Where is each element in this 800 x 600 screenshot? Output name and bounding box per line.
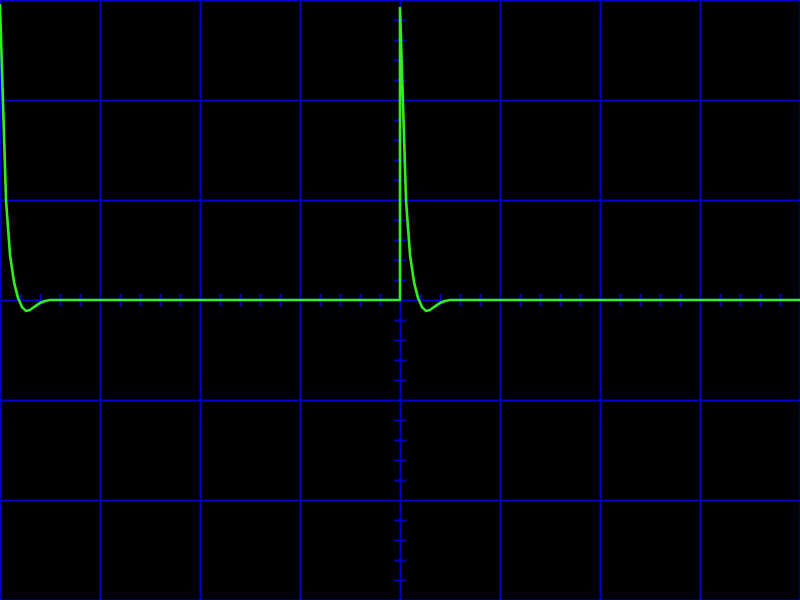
signal-trace: [0, 3, 800, 313]
